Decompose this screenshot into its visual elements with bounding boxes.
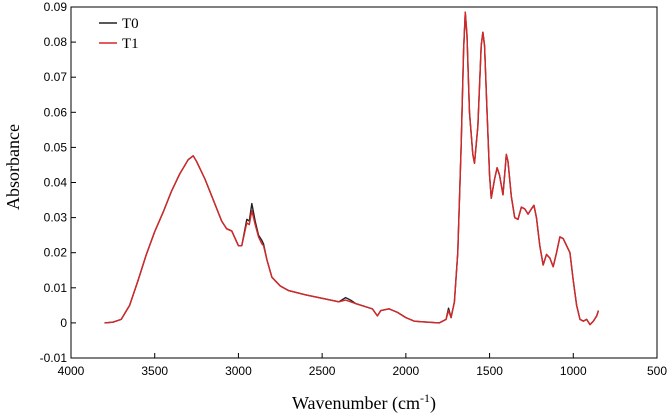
- legend: T0 T1: [99, 16, 139, 52]
- x-tick-label: 3500: [141, 364, 168, 378]
- x-axis-title-main: Wavenumber (cm: [292, 393, 420, 414]
- y-axis-ticks: -0.01 0 0.01 0.02 0.03 0.04 0.05 0.06 0.07 0.08 0.…: [40, 0, 76, 365]
- x-tick-label: 2000: [393, 364, 420, 378]
- x-tick-label: 1500: [476, 364, 503, 378]
- y-tick-label: 0.08: [44, 35, 68, 49]
- series-line-t0: [104, 11, 600, 326]
- x-tick-label: 4000: [58, 364, 85, 378]
- y-tick-label: 0: [60, 316, 67, 330]
- x-axis-title-superscript: -1: [420, 391, 430, 405]
- plot-border: [70, 6, 658, 359]
- y-tick-label: 0.02: [44, 246, 68, 260]
- y-tick-label: 0.06: [44, 105, 68, 119]
- x-tick-label: 3000: [225, 364, 252, 378]
- legend-label-t1: T1: [122, 36, 139, 52]
- y-tick-label: 0.09: [44, 0, 68, 14]
- series-line-t1: [104, 11, 600, 326]
- y-tick-label: -0.01: [40, 351, 68, 365]
- y-tick-label: 0.05: [44, 140, 68, 154]
- plot-area: [70, 6, 658, 359]
- y-tick-label: 0.07: [44, 70, 68, 84]
- x-axis-ticks: 4000 3500 3000 2500 2000 1500 1000 500: [58, 353, 667, 378]
- series-layer: [104, 11, 600, 326]
- x-tick-label: 1000: [560, 364, 587, 378]
- y-tick-label: 0.01: [44, 281, 68, 295]
- x-tick-label: 500: [647, 364, 667, 378]
- y-tick-label: 0.04: [44, 176, 68, 190]
- x-axis-title-close: ): [430, 393, 436, 414]
- x-tick-label: 2500: [309, 364, 336, 378]
- y-tick-label: 0.03: [44, 211, 68, 225]
- y-axis-title: Absorbance: [3, 124, 23, 210]
- legend-label-t0: T0: [122, 16, 139, 32]
- x-axis-title: Wavenumber (cm-1): [292, 391, 436, 414]
